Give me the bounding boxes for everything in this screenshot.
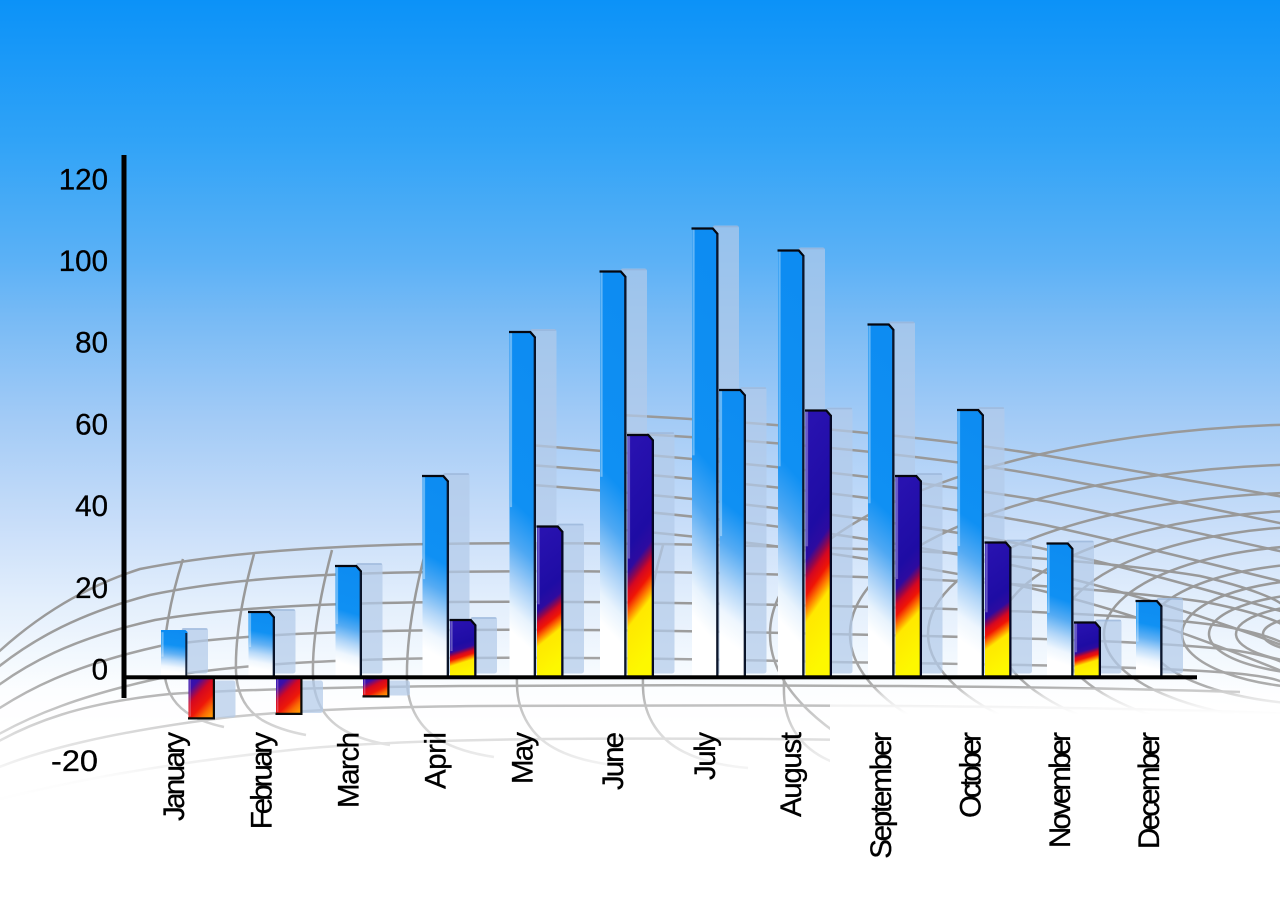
- svg-text:December: December: [1133, 732, 1166, 849]
- svg-text:March: March: [333, 732, 366, 808]
- svg-text:120: 120: [59, 163, 108, 196]
- svg-text:80: 80: [75, 327, 108, 360]
- svg-text:20: 20: [75, 572, 108, 605]
- svg-text:0: 0: [92, 654, 108, 687]
- svg-text:November: November: [1044, 732, 1077, 848]
- svg-text:-20: -20: [51, 745, 98, 778]
- svg-text:100: 100: [59, 245, 108, 278]
- svg-text:40: 40: [75, 490, 108, 523]
- svg-text:February: February: [246, 732, 279, 830]
- svg-text:May: May: [507, 732, 540, 784]
- svg-text:January: January: [158, 732, 191, 821]
- svg-text:July: July: [689, 732, 722, 780]
- svg-text:September: September: [865, 732, 898, 859]
- svg-text:August: August: [775, 732, 808, 817]
- svg-text:April: April: [420, 732, 453, 789]
- svg-text:60: 60: [75, 408, 108, 441]
- svg-text:October: October: [955, 732, 988, 818]
- svg-text:June: June: [597, 732, 630, 790]
